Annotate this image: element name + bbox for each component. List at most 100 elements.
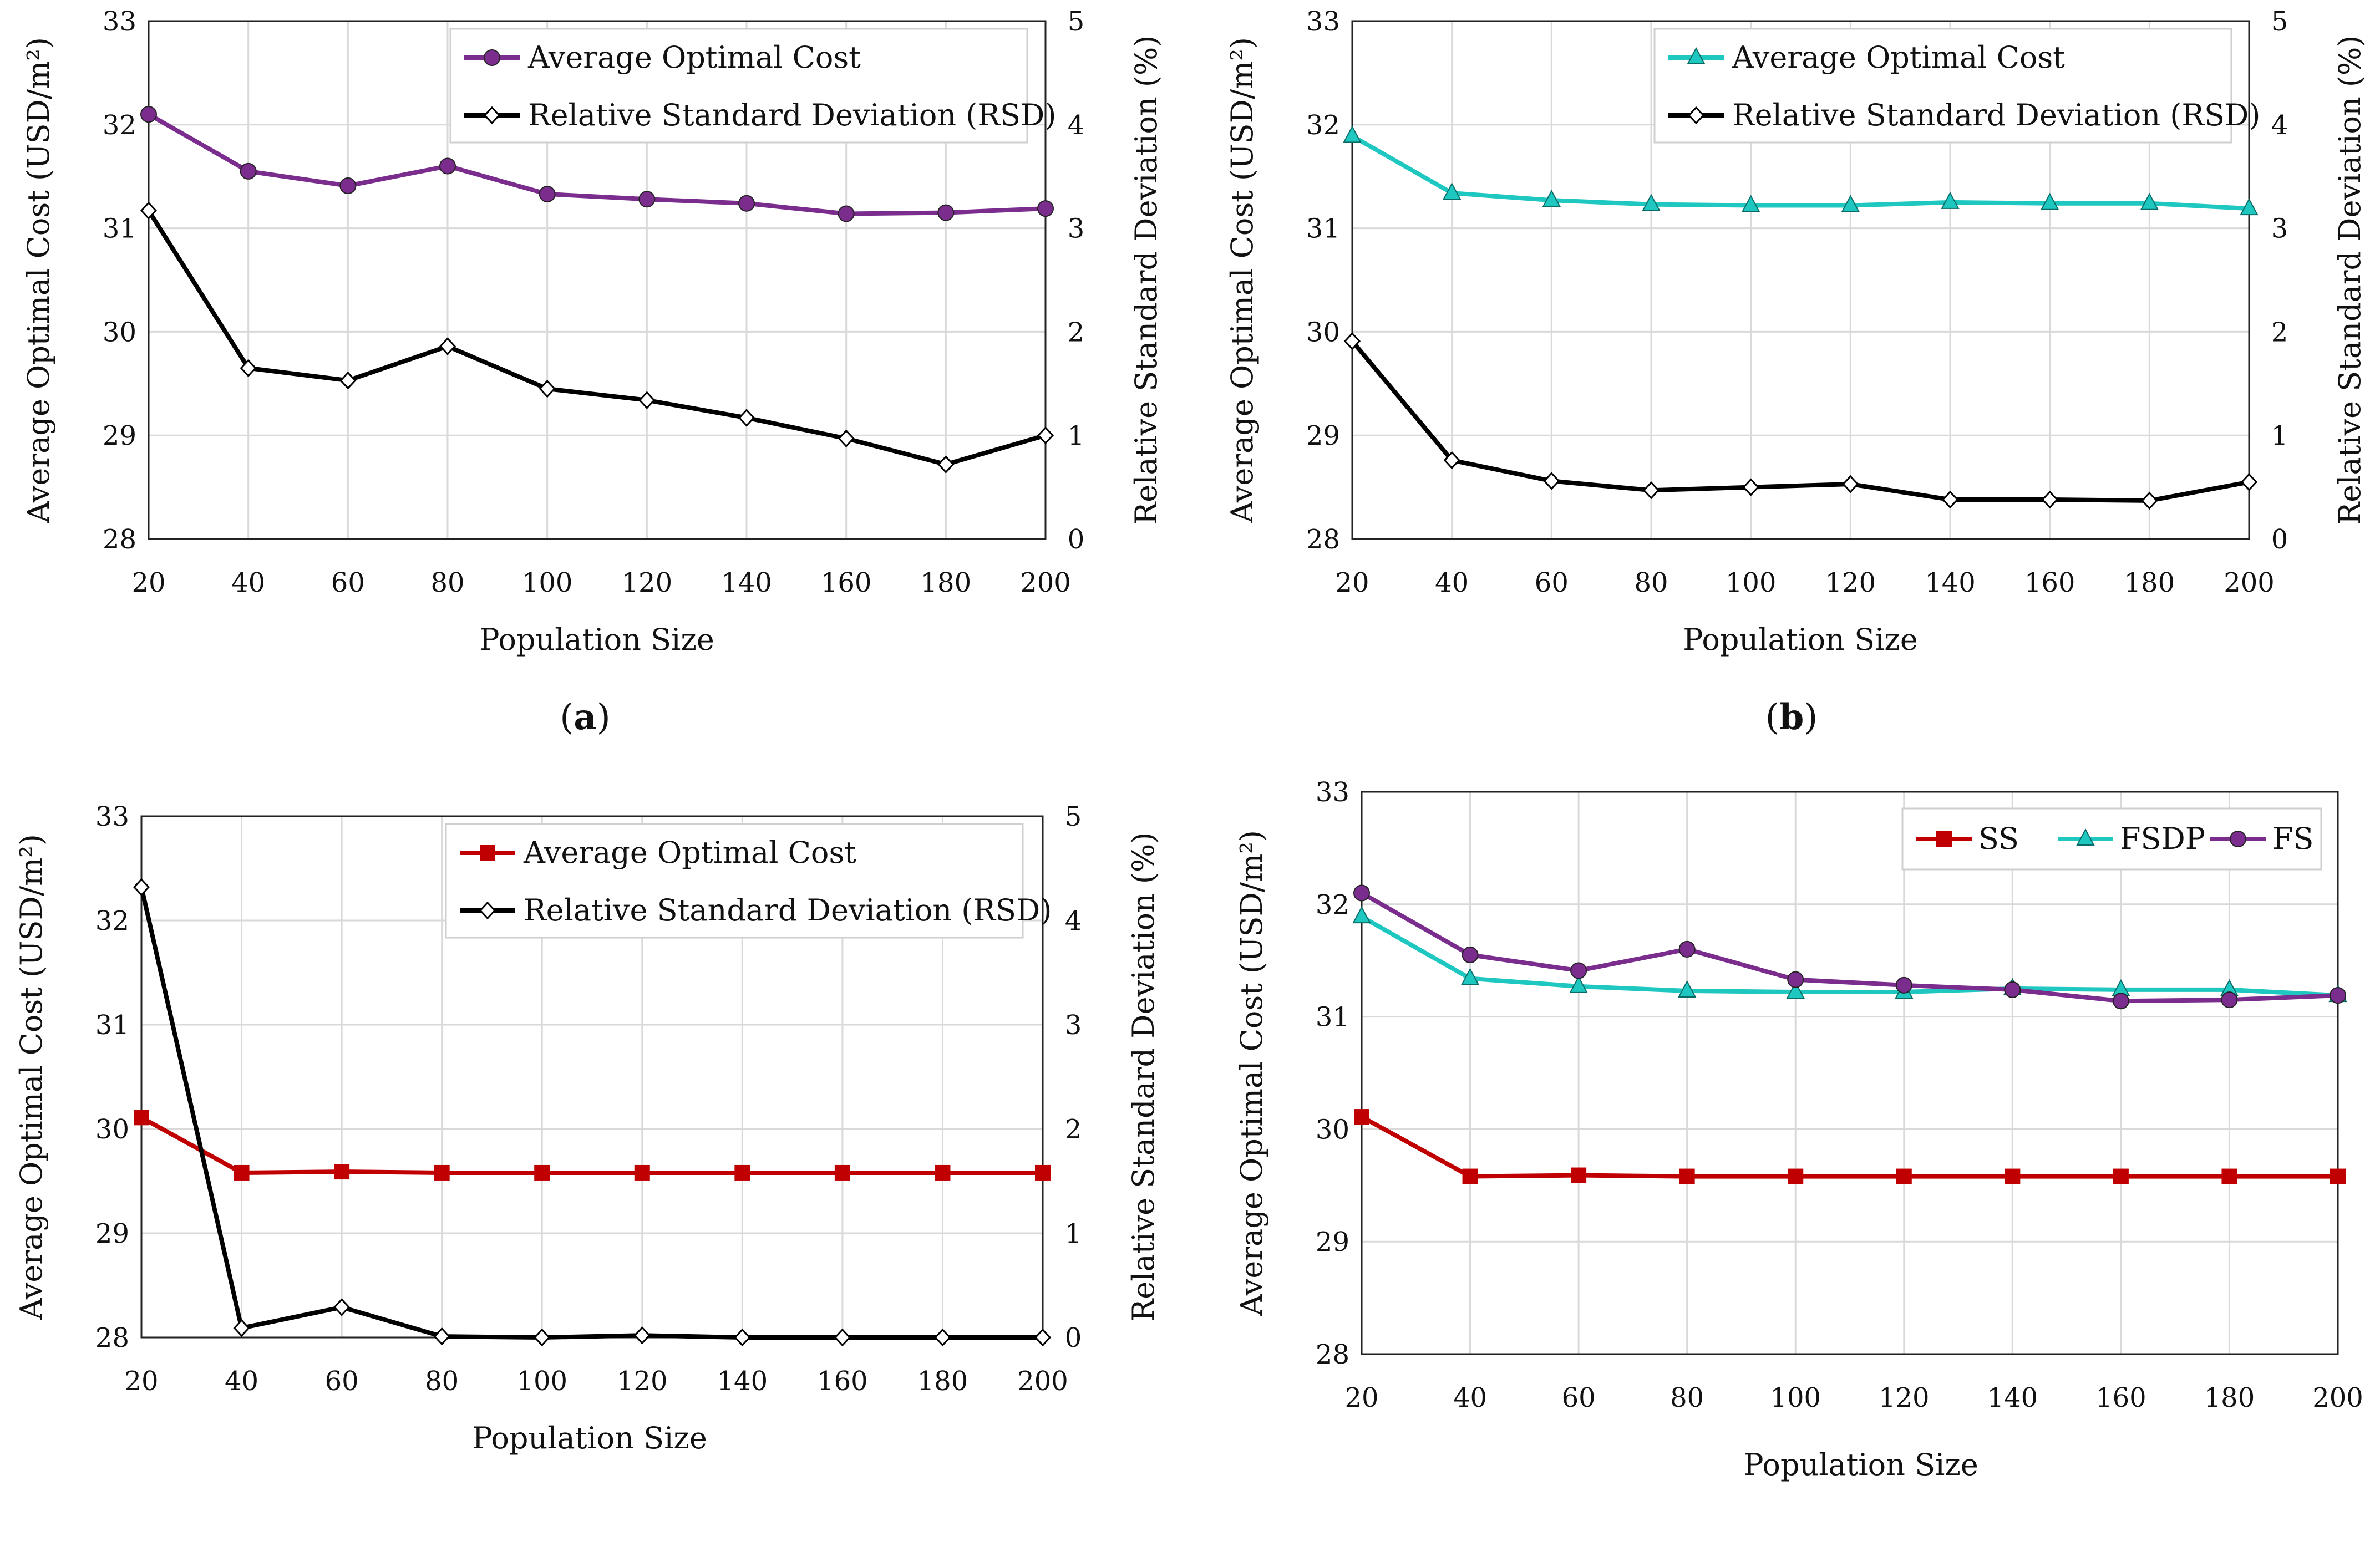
y-right-tick-label: 1 — [2271, 420, 2288, 451]
plot-frame — [148, 20, 1047, 540]
data-point — [2113, 1168, 2129, 1184]
x-tick-label: 40 — [1453, 1382, 1487, 1413]
data-point — [838, 429, 855, 448]
x-tick-label: 60 — [331, 567, 365, 598]
panel-d: 20 40 60 80 100 120 140 160 180 200 28 29 30 31 32 33 Po… — [1234, 777, 2363, 1567]
data-point — [2330, 987, 2346, 1004]
y-right-tick-label: 3 — [2271, 213, 2288, 245]
x-tick-label: 180 — [2124, 567, 2175, 598]
y-left-tick-label: 28 — [95, 1322, 129, 1354]
y-right-tick-label: 5 — [1065, 801, 1082, 832]
caption-paren-open: ( — [561, 1565, 575, 1567]
panel-caption: (a) — [560, 696, 610, 738]
legend-label: Average Optimal Cost — [527, 40, 861, 75]
y-right-tick-label: 4 — [1065, 905, 1082, 937]
series-average-optimal-cost — [1343, 125, 2259, 216]
x-tick-label: 200 — [1017, 1366, 1068, 1397]
y-right-tick-label: 5 — [1068, 6, 1085, 37]
x-tick-label: 80 — [1670, 1382, 1704, 1413]
y-left-axis-title: Average Optimal Cost (USD/m²) — [1234, 830, 1269, 1316]
legend-swatch-marker — [2076, 828, 2095, 846]
panel-b: 20 40 60 80 100 120 140 160 180 20028293031323301… — [1225, 6, 2367, 738]
y-left-tick-label: 28 — [1306, 524, 1340, 555]
x-tick-label: 20 — [1335, 567, 1369, 598]
legend-label: Average Optimal Cost — [523, 835, 856, 870]
y-left-axis-title: Average Optimal Cost (USD/m²) — [1225, 37, 1260, 523]
x-tick-label: 120 — [1879, 1382, 1930, 1413]
legend-box — [449, 28, 1028, 144]
y-left-tick-label: 29 — [1316, 1227, 1349, 1258]
data-point — [140, 201, 158, 220]
data-point — [2141, 491, 2158, 510]
data-point — [633, 1326, 651, 1345]
data-point — [937, 455, 955, 474]
series-relative-standard-deviation-rsd- — [140, 201, 1054, 474]
series-fs — [1353, 884, 2346, 1010]
caption-paren-open: ( — [1765, 1565, 1779, 1567]
panel-caption: (c) — [561, 1564, 610, 1567]
x-tick-label: 140 — [721, 567, 772, 598]
data-point — [1462, 947, 1479, 964]
data-point — [2040, 192, 2059, 210]
legend: Average Optimal Cost Relative Standard De… — [449, 28, 1056, 144]
data-point — [233, 1319, 250, 1337]
data-point — [334, 1164, 350, 1180]
x-tick-label: 180 — [917, 1366, 968, 1397]
data-point — [539, 185, 556, 202]
x-tick-label: 60 — [1535, 567, 1569, 598]
y-right-tick-label: 0 — [1065, 1322, 1082, 1354]
data-point — [1460, 968, 1480, 985]
data-point — [934, 1328, 951, 1347]
caption-letter: a — [574, 696, 596, 738]
y-left-tick-label: 30 — [95, 1114, 129, 1145]
data-point — [1787, 971, 1804, 988]
legend: Average Optimal Cost Relative Standard De… — [445, 823, 1052, 939]
y-left-tick-label: 33 — [1316, 777, 1349, 808]
data-point — [1034, 1328, 1052, 1347]
plot-frame — [1351, 20, 2250, 540]
y-right-tick-label: 3 — [1065, 1010, 1082, 1041]
plot-frame — [1361, 791, 2339, 1355]
legend-swatch-marker — [479, 901, 496, 920]
legend-label: Relative Standard Deviation (RSD) — [1732, 98, 2260, 133]
data-point — [2240, 473, 2258, 491]
data-point — [240, 359, 257, 377]
data-point — [240, 162, 257, 180]
y-left-tick-label: 31 — [1306, 213, 1340, 245]
y-left-axis-title: Average Optimal Cost (USD/m²) — [14, 834, 49, 1320]
x-tick-label: 120 — [1825, 567, 1876, 598]
x-tick-label: 120 — [617, 1366, 668, 1397]
data-point — [638, 391, 656, 409]
series-line — [1351, 134, 2250, 211]
panel-c: 20 40 60 80 100 120 140 160 180 20028293031323301… — [14, 801, 1161, 1567]
data-point — [2005, 1168, 2021, 1184]
x-tick-label: 20 — [131, 567, 165, 598]
data-point — [333, 1298, 351, 1316]
data-point — [734, 1164, 750, 1181]
caption-letter: b — [1779, 696, 1804, 738]
y-right-tick-label: 2 — [1068, 317, 1085, 348]
data-point — [1896, 1168, 1912, 1184]
data-point — [1841, 195, 1860, 212]
x-tick-label: 100 — [1770, 1382, 1821, 1413]
x-tick-label: 80 — [430, 567, 464, 598]
series-line — [1361, 1115, 2338, 1179]
data-point — [434, 1164, 450, 1181]
data-point — [834, 1328, 851, 1347]
data-point — [634, 1164, 650, 1181]
legend-swatch-marker — [1687, 47, 1706, 64]
panel-caption: (b) — [1765, 696, 1818, 738]
x-tick-label: 180 — [921, 567, 972, 598]
series-line — [146, 209, 1047, 467]
data-point — [2041, 490, 2058, 509]
x-tick-label: 100 — [522, 567, 573, 598]
y-left-tick-label: 30 — [1306, 317, 1340, 348]
data-point — [1895, 976, 1912, 994]
data-point — [2330, 1168, 2346, 1184]
x-tick-label: 40 — [231, 567, 265, 598]
data-point — [1570, 962, 1587, 979]
y-left-tick-label: 30 — [1316, 1114, 1349, 1145]
data-point — [1353, 884, 1370, 902]
caption-paren-open: ( — [1765, 697, 1779, 738]
